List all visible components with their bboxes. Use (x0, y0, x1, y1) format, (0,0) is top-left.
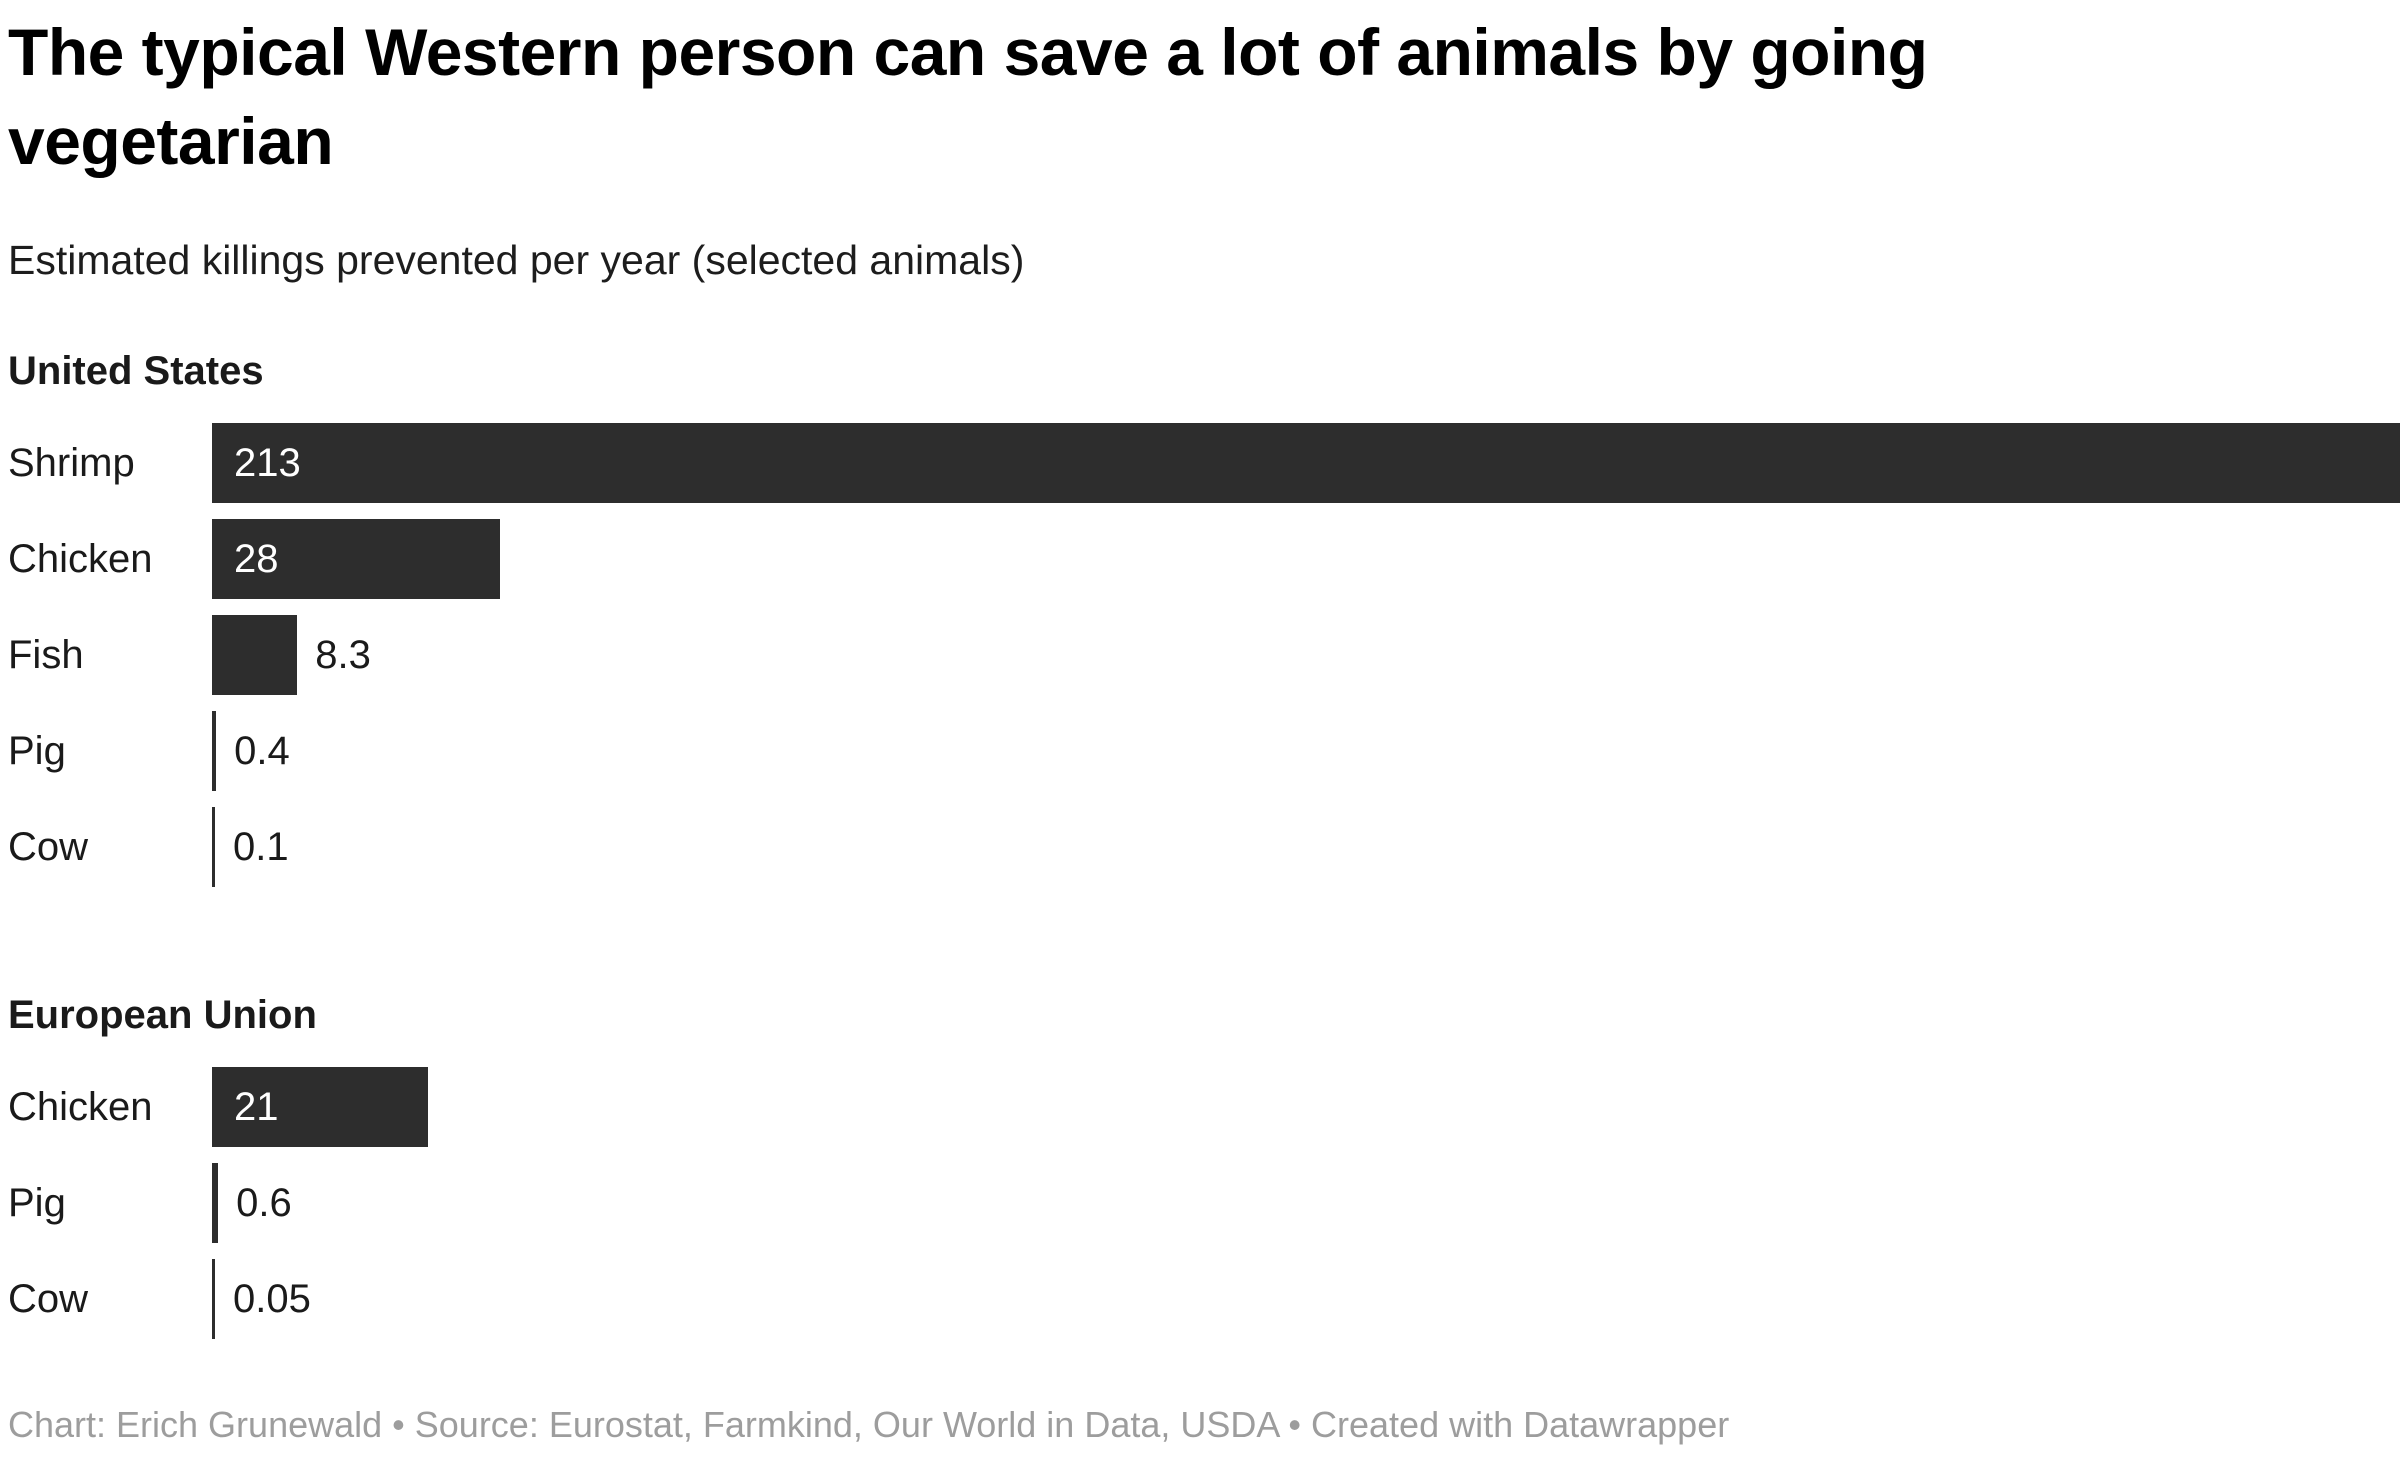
bar-row: Pig 0.4 (8, 711, 2400, 792)
bar-area: 0.05 (212, 1259, 2400, 1340)
bar-rows-european-union: Chicken 21 Pig 0.6 Cow 0.05 (8, 1067, 2400, 1340)
section-european-union: European Union Chicken 21 Pig 0.6 Cow 0.05 (8, 887, 2400, 1340)
bar-row: Fish 8.3 (8, 615, 2400, 696)
bar (212, 807, 215, 888)
bar (212, 1259, 215, 1340)
chart-title: The typical Western person can save a lo… (8, 15, 1928, 179)
bar-area: 8.3 (212, 615, 2400, 696)
bar-value: 0.05 (233, 1276, 311, 1321)
bar-value: 0.1 (233, 824, 289, 869)
bar-category-label: Chicken (8, 1084, 153, 1129)
bar-category-label: Cow (8, 824, 89, 869)
section-united-states: United States Shrimp 213 Chicken 28 Fish 8.3 P… (8, 285, 2400, 888)
bar (212, 711, 217, 792)
bar-row: Cow 0.05 (8, 1259, 2400, 1340)
bar-category-label: Chicken (8, 536, 153, 581)
bar-value: 21 (234, 1084, 279, 1129)
bar-area: 0.4 (212, 711, 2400, 792)
bar (212, 1163, 219, 1244)
bar-area: 0.6 (212, 1163, 2400, 1244)
bar-row: Pig 0.6 (8, 1163, 2400, 1244)
bar-area: 0.1 (212, 807, 2400, 888)
bar: 21 (212, 1067, 428, 1148)
bar-category-label: Pig (8, 1180, 66, 1225)
bar-rows-united-states: Shrimp 213 Chicken 28 Fish 8.3 Pig 0.4 Cow 0.1 (8, 423, 2400, 888)
bar-row: Shrimp 213 (8, 423, 2400, 504)
footer-credit: Chart: Erich Grunewald • Source: Eurosta… (8, 1403, 1730, 1445)
section-header-united-states: United States (8, 349, 264, 394)
bar-row: Chicken 21 (8, 1067, 2400, 1148)
bar-category-label: Shrimp (8, 440, 135, 485)
bar-value: 28 (234, 536, 279, 581)
bar-area: 28 (212, 519, 2400, 600)
bar-value: 213 (234, 440, 301, 485)
bar-row: Chicken 28 (8, 519, 2400, 600)
bar-category-label: Fish (8, 632, 84, 677)
bar: 213 (212, 423, 2400, 504)
bar-value: 0.6 (236, 1180, 292, 1225)
bar-row: Cow 0.1 (8, 807, 2400, 888)
bar-area: 21 (212, 1067, 2400, 1148)
bar-area: 213 (212, 423, 2400, 504)
bar-value: 0.4 (234, 728, 290, 773)
bar (212, 615, 298, 696)
bar: 28 (212, 519, 500, 600)
chart-subtitle: Estimated killings prevented per year (s… (8, 237, 1025, 284)
section-header-european-union: European Union (8, 993, 317, 1038)
bar-category-label: Pig (8, 728, 66, 773)
bar-value: 8.3 (315, 632, 371, 677)
bar-category-label: Cow (8, 1276, 89, 1321)
